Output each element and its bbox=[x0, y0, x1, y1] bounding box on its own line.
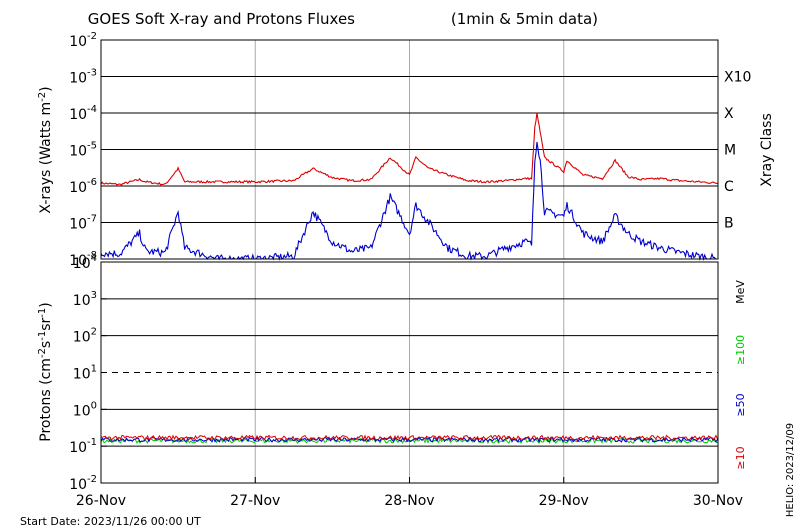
x-tick-label: 26-Nov bbox=[76, 493, 126, 509]
proton-legend-label: ≥50 bbox=[734, 393, 747, 416]
xray-y-axis-label: X-rays (Watts m-2) bbox=[37, 86, 55, 213]
x-axis-tick-labels: 26-Nov 27-Nov 28-Nov 29-Nov 30-Nov bbox=[76, 477, 743, 509]
proton-y-tick-label: 10-2 bbox=[69, 474, 97, 493]
proton-unit-label: MeV bbox=[734, 280, 747, 304]
x-tick-label: 29-Nov bbox=[539, 493, 589, 509]
xray-class-label: C bbox=[724, 179, 734, 195]
proton-series-group bbox=[100, 434, 718, 445]
chart-subtitle: (1min & 5min data) bbox=[451, 10, 598, 28]
xray-class-axis-title: Xray Class bbox=[759, 113, 775, 187]
helio-date-label: HELIO: 2023/12/09 bbox=[785, 423, 796, 517]
proton-panel: 10-2 10-1 100 101 102 103 104 ≥10 ≥50 ≥100 Proto… bbox=[37, 253, 748, 493]
xray-class-label: X10 bbox=[724, 70, 751, 86]
xray-y-tick-label: 10-3 bbox=[69, 68, 97, 87]
proton-y-tick-label: 102 bbox=[73, 327, 97, 346]
xray-class-label: B bbox=[724, 216, 734, 232]
x-tick-label: 27-Nov bbox=[230, 493, 280, 509]
proton-y-tick-label: 103 bbox=[73, 290, 97, 309]
proton-gridlines bbox=[101, 262, 718, 483]
chart-title: GOES Soft X-ray and Protons Fluxes bbox=[88, 10, 355, 28]
xray-y-tick-label: 10-2 bbox=[69, 31, 97, 50]
xray-gridlines bbox=[101, 40, 718, 259]
proton-series-line bbox=[100, 434, 718, 442]
proton-legend: ≥10 ≥50 ≥100 bbox=[734, 335, 747, 470]
xray-y-tick-label: 10-5 bbox=[69, 141, 97, 160]
proton-series-line bbox=[100, 436, 718, 444]
xray-class-label: M bbox=[724, 143, 736, 159]
x-tick-label: 30-Nov bbox=[693, 493, 743, 509]
start-date-label: Start Date: 2023/11/26 00:00 UT bbox=[20, 515, 201, 528]
xray-series-group bbox=[100, 112, 719, 262]
proton-y-tick-label: 101 bbox=[73, 364, 97, 383]
proton-y-tick-label: 10-1 bbox=[69, 437, 97, 456]
proton-legend-label: ≥100 bbox=[734, 335, 747, 365]
proton-y-tick-label: 104 bbox=[73, 253, 97, 272]
xray-long-channel-line bbox=[100, 112, 719, 187]
xray-short-channel-line bbox=[100, 141, 718, 262]
xray-class-label: X bbox=[724, 106, 734, 122]
proton-legend-label: ≥10 bbox=[734, 446, 747, 469]
proton-y-axis-label: Protons (cm-2s-1sr-1) bbox=[37, 302, 55, 441]
proton-y-tick-label: 100 bbox=[73, 400, 97, 419]
xray-class-labels: B C M X X10 bbox=[724, 70, 751, 232]
xray-y-tick-label: 10-7 bbox=[69, 214, 97, 233]
xray-y-tick-label: 10-6 bbox=[69, 177, 97, 196]
xray-y-tick-label: 10-4 bbox=[69, 104, 97, 123]
x-tick-label: 28-Nov bbox=[384, 493, 434, 509]
